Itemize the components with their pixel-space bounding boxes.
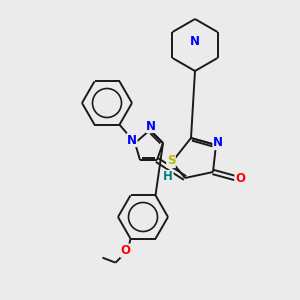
Text: N: N (213, 136, 223, 149)
Text: N: N (190, 34, 200, 48)
Text: O: O (121, 244, 130, 257)
Text: H: H (163, 170, 173, 184)
Text: S: S (167, 154, 175, 167)
Text: N: N (127, 134, 137, 146)
Text: O: O (235, 172, 245, 184)
Text: N: N (146, 119, 156, 133)
